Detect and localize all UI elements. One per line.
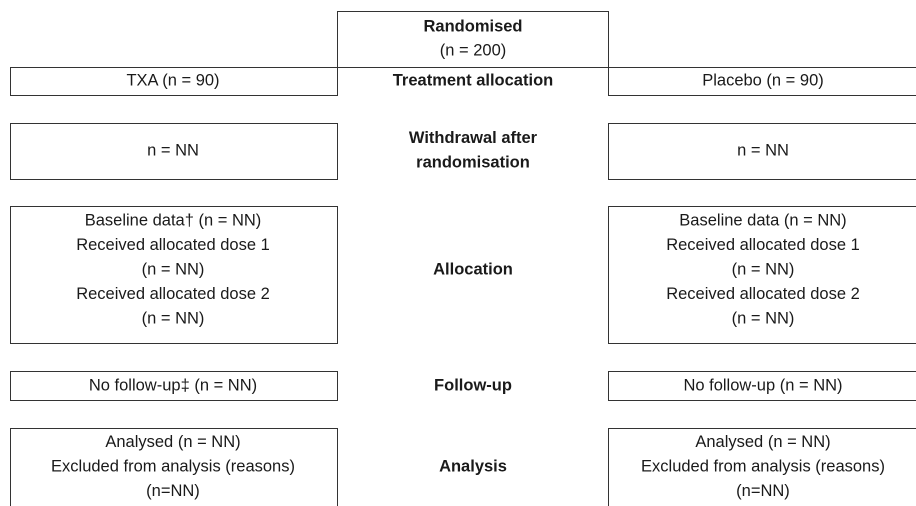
stage-text: Allocation: [433, 260, 513, 278]
txa-text: No follow-up‡ (n = NN): [89, 376, 257, 394]
placebo-text: Baseline data (n = NN): [679, 211, 846, 229]
placebo-text: Received allocated dose 1: [666, 236, 860, 254]
txa-text: Analysed (n = NN): [105, 433, 240, 451]
placebo-text: (n=NN): [736, 482, 790, 500]
placebo-box: [608, 206, 916, 344]
placebo-text: Received allocated dose 2: [666, 285, 860, 303]
stage-text: Follow-up: [434, 376, 512, 394]
txa-text: (n = NN): [142, 260, 205, 278]
placebo-text: Analysed (n = NN): [695, 433, 830, 451]
txa-box: [10, 371, 338, 401]
randomised-count: (n = 200): [440, 41, 507, 59]
stage-text: Treatment allocation: [393, 71, 553, 89]
txa-box: [10, 206, 338, 344]
stage-text: randomisation: [416, 154, 530, 172]
placebo-text: (n = NN): [732, 260, 795, 278]
txa-text: TXA (n = 90): [126, 71, 219, 89]
placebo-text: No follow-up (n = NN): [683, 376, 842, 394]
placebo-box: [608, 67, 916, 96]
txa-text: Received allocated dose 1: [76, 236, 270, 254]
stage-text: Analysis: [439, 457, 507, 475]
txa-text: Received allocated dose 2: [76, 285, 270, 303]
randomised-title: Randomised: [423, 17, 522, 35]
txa-box: [10, 428, 338, 506]
txa-text: Excluded from analysis (reasons): [51, 457, 295, 475]
placebo-text: n = NN: [737, 141, 789, 159]
txa-text: (n=NN): [146, 482, 200, 500]
placebo-box: [608, 371, 916, 401]
placebo-text: Placebo (n = 90): [702, 71, 824, 89]
txa-box: [10, 123, 338, 180]
txa-text: n = NN: [147, 141, 199, 159]
txa-box: [10, 67, 338, 96]
placebo-box: [608, 428, 916, 506]
stage-text: Withdrawal after: [409, 129, 538, 147]
txa-text: Baseline data† (n = NN): [85, 211, 262, 229]
placebo-text: Excluded from analysis (reasons): [641, 457, 885, 475]
placebo-box: [608, 123, 916, 180]
randomised-box: [337, 11, 609, 68]
placebo-text: (n = NN): [732, 309, 795, 327]
txa-text: (n = NN): [142, 309, 205, 327]
